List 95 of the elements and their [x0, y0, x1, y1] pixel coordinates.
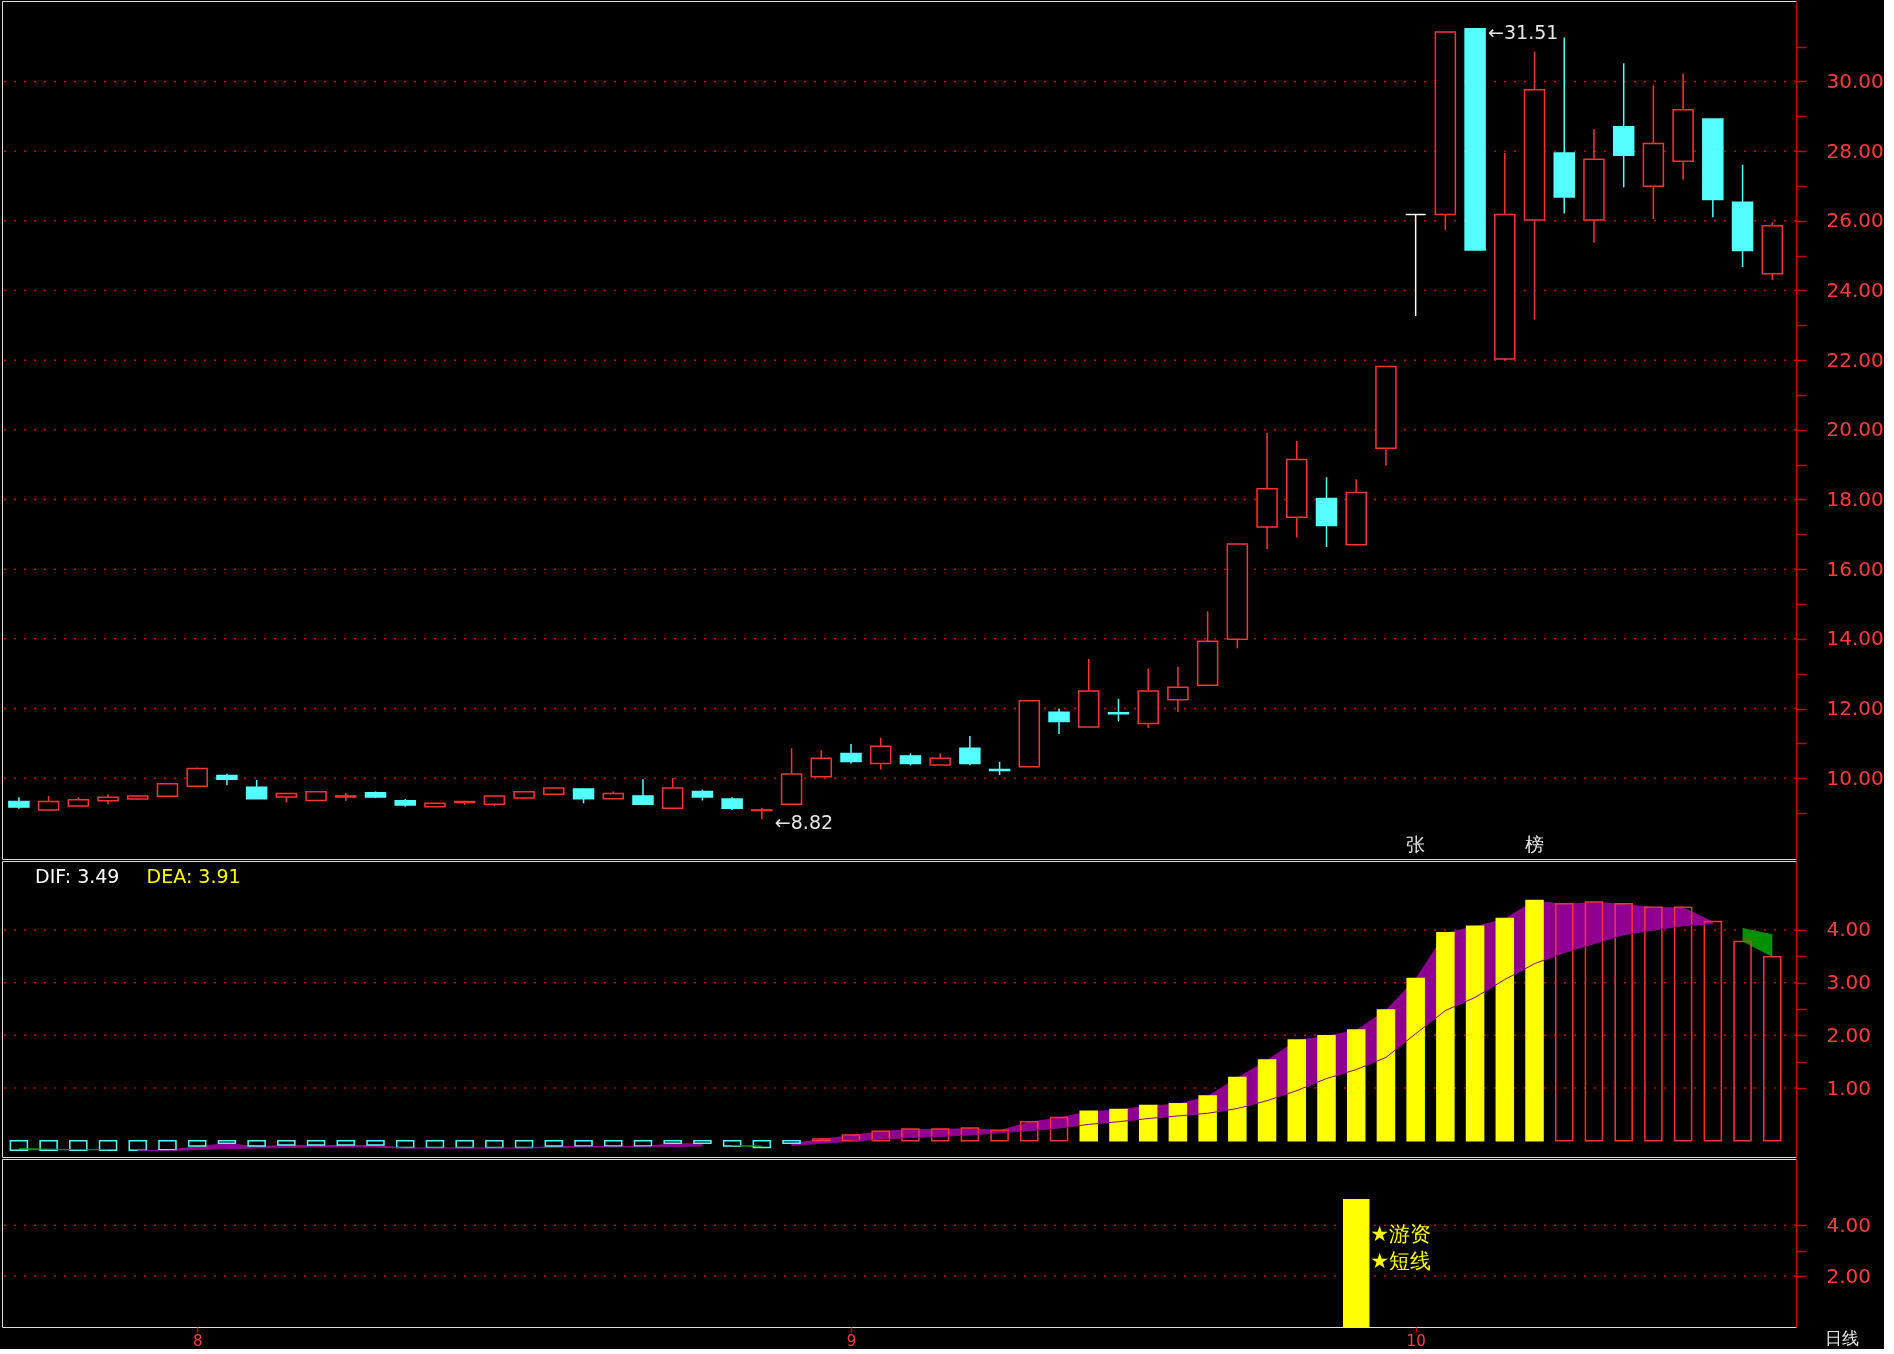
x-tick-label: 9 — [846, 1331, 857, 1350]
bar — [1733, 940, 1752, 1142]
y-tick-label: 3.00 — [1826, 970, 1872, 995]
candlestick — [632, 778, 654, 806]
bar — [693, 1139, 712, 1145]
y-tick-label: 30.00 — [1826, 68, 1884, 93]
bar — [1763, 956, 1782, 1142]
annotation: DIF: 3.49 — [35, 865, 120, 887]
bar — [1138, 1104, 1158, 1142]
bar — [9, 1139, 29, 1151]
bar — [1644, 906, 1663, 1142]
candlestick — [245, 779, 268, 800]
y-tick-label: 20.00 — [1826, 417, 1884, 442]
candlestick — [869, 737, 892, 771]
bar — [544, 1139, 564, 1147]
bar — [1495, 917, 1515, 1142]
y-tick-label: 4.00 — [1826, 1212, 1872, 1237]
bar — [1020, 1120, 1039, 1142]
bar — [1079, 1110, 1098, 1142]
bar — [1525, 899, 1544, 1142]
bar — [871, 1130, 890, 1142]
bar — [960, 1127, 980, 1142]
annotation: ★短线 — [1370, 1248, 1432, 1273]
bar — [1228, 1076, 1247, 1142]
candlestick — [1048, 707, 1070, 735]
annotation: ←8.82 — [774, 811, 834, 834]
bar — [247, 1139, 266, 1147]
y-tick-label: 2.00 — [1826, 1022, 1872, 1047]
y-tick-label: 12.00 — [1826, 696, 1884, 721]
candlestick — [840, 743, 862, 765]
candlestick — [959, 735, 981, 767]
candlestick — [810, 749, 833, 778]
bar — [1673, 906, 1693, 1142]
y-tick-label: 14.00 — [1826, 626, 1884, 651]
x-tick-label: 10 — [1406, 1331, 1426, 1350]
bar — [336, 1139, 356, 1146]
bar — [1376, 1009, 1396, 1142]
annotation: DEA: 3.91 — [146, 865, 241, 887]
bar — [752, 1139, 772, 1149]
bar — [217, 1139, 237, 1145]
bar — [841, 1134, 861, 1142]
candlestick — [661, 777, 684, 810]
bar — [128, 1139, 148, 1151]
bar — [277, 1139, 296, 1146]
y-tick-label: 1.00 — [1826, 1075, 1872, 1100]
bar — [1317, 1035, 1336, 1142]
bar — [69, 1139, 88, 1151]
bar — [1257, 1059, 1277, 1142]
y-tick-label: 18.00 — [1826, 487, 1884, 511]
y-tick-label: 24.00 — [1826, 277, 1884, 302]
candlestick — [751, 807, 773, 821]
y-tick-label: 22.00 — [1826, 347, 1884, 372]
candlestick — [1167, 665, 1189, 713]
y-tick-label: 26.00 — [1826, 208, 1884, 233]
y-tick-label: 10.00 — [1826, 765, 1884, 790]
annotation: ←31.51 — [1488, 20, 1559, 43]
bar — [187, 1139, 207, 1147]
bar — [633, 1139, 653, 1147]
bar — [39, 1139, 58, 1151]
bar — [1614, 902, 1633, 1142]
bar — [574, 1139, 593, 1147]
bar — [1465, 925, 1485, 1142]
bar — [158, 1139, 177, 1151]
bar — [722, 1139, 742, 1147]
annotation: ★游资 — [1370, 1221, 1432, 1246]
bar — [930, 1128, 950, 1142]
y-tick-label: 28.00 — [1826, 138, 1884, 163]
bar — [98, 1139, 118, 1151]
bar — [990, 1129, 1009, 1142]
bar — [901, 1128, 920, 1142]
bar — [1406, 977, 1425, 1142]
y-tick-label: 4.00 — [1826, 917, 1872, 942]
bar — [1703, 920, 1723, 1142]
bar — [366, 1139, 385, 1146]
bar — [1346, 1029, 1366, 1142]
candlestick — [1404, 213, 1427, 317]
bar — [1436, 931, 1455, 1142]
y-tick-label: 2.00 — [1826, 1263, 1872, 1288]
bar — [782, 1139, 801, 1145]
bar — [1584, 901, 1604, 1142]
bar — [1168, 1103, 1188, 1142]
bar — [604, 1139, 623, 1147]
text: 榜 — [1525, 833, 1545, 855]
bar — [1287, 1039, 1307, 1142]
bar — [663, 1139, 682, 1145]
bar — [1198, 1095, 1217, 1142]
bar — [306, 1139, 326, 1146]
text: 张 — [1406, 833, 1426, 855]
x-tick-label: 8 — [192, 1331, 203, 1350]
bar — [1109, 1108, 1128, 1142]
bar — [812, 1138, 831, 1142]
y-tick-label: 16.00 — [1826, 556, 1884, 581]
bar — [1555, 902, 1574, 1142]
bar — [1049, 1116, 1069, 1142]
x-axis-title: 日线 — [1824, 1327, 1859, 1348]
